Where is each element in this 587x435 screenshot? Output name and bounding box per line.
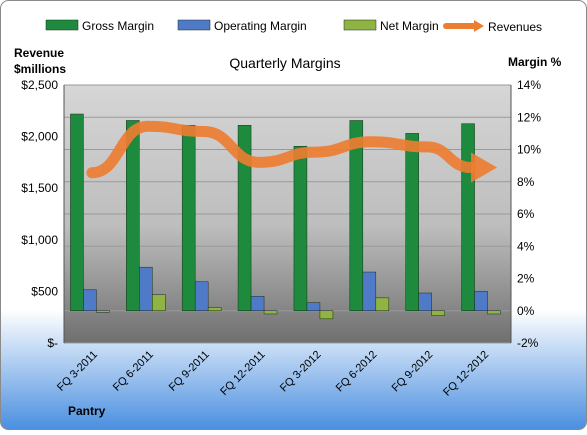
bar-net-margin bbox=[96, 310, 110, 313]
left-tick-label: $- bbox=[47, 336, 58, 350]
company-label: Pantry bbox=[68, 404, 106, 418]
bar-operating-margin bbox=[418, 292, 432, 312]
bar-gross-margin bbox=[293, 146, 308, 311]
legend-label: Revenues bbox=[488, 20, 542, 34]
bar-net-margin bbox=[375, 297, 390, 312]
right-tick-label: 6% bbox=[517, 207, 535, 221]
bar-net-margin bbox=[319, 310, 334, 320]
right-tick-label: 4% bbox=[517, 239, 535, 253]
left-tick-label: $2,500 bbox=[21, 78, 58, 92]
chart-title: Quarterly Margins bbox=[229, 55, 340, 71]
bar-net-margin bbox=[431, 310, 445, 316]
legend-label: Operating Margin bbox=[214, 19, 307, 33]
bar-operating-margin bbox=[139, 266, 153, 311]
legend-label: Net Margin bbox=[380, 19, 439, 33]
right-tick-label: 10% bbox=[517, 143, 541, 157]
right-tick-label: -2% bbox=[517, 336, 539, 350]
left-tick-label: $2,000 bbox=[21, 130, 58, 144]
right-tick-label: 2% bbox=[517, 272, 535, 286]
bar-gross-margin bbox=[349, 120, 364, 311]
left-tick-label: $500 bbox=[31, 284, 58, 298]
bar-gross-margin bbox=[461, 123, 475, 311]
right-tick-label: 0% bbox=[517, 304, 535, 318]
revenues-arrowhead bbox=[471, 152, 498, 183]
legend-swatch-gross-margin bbox=[45, 19, 79, 31]
right-tick-label: 14% bbox=[517, 78, 541, 92]
left-tick-label: $1,500 bbox=[21, 181, 58, 195]
bar-operating-margin bbox=[194, 281, 209, 312]
bar-operating-margin bbox=[362, 271, 377, 311]
bar-gross-margin bbox=[126, 120, 140, 311]
bar-operating-margin bbox=[250, 295, 265, 311]
revenues-line bbox=[86, 120, 477, 179]
bar-operating-margin bbox=[306, 302, 321, 311]
bar-gross-margin bbox=[181, 125, 196, 311]
legend-swatch-revenues-arrow bbox=[474, 20, 484, 32]
legend-label: Gross Margin bbox=[82, 19, 154, 33]
right-axis-label: Margin % bbox=[508, 55, 562, 69]
bar-net-margin bbox=[152, 294, 166, 311]
bar-net-margin bbox=[263, 310, 278, 315]
left-axis-label-line2: $millions bbox=[14, 62, 66, 76]
bar-operating-margin bbox=[83, 289, 97, 312]
bar-gross-margin bbox=[237, 125, 252, 311]
left-axis-label-line1: Revenue bbox=[14, 46, 64, 60]
bar-gross-margin bbox=[70, 113, 84, 312]
legend-swatch-net-margin bbox=[343, 19, 377, 31]
bar-net-margin bbox=[487, 310, 501, 315]
legend-swatch-operating-margin bbox=[177, 19, 211, 31]
right-tick-label: 12% bbox=[517, 110, 541, 124]
bar-operating-margin bbox=[474, 291, 488, 311]
bar-gross-margin bbox=[405, 133, 419, 311]
right-tick-label: 8% bbox=[517, 175, 535, 189]
left-tick-label: $1,000 bbox=[21, 233, 58, 247]
bar-net-margin bbox=[207, 307, 222, 311]
